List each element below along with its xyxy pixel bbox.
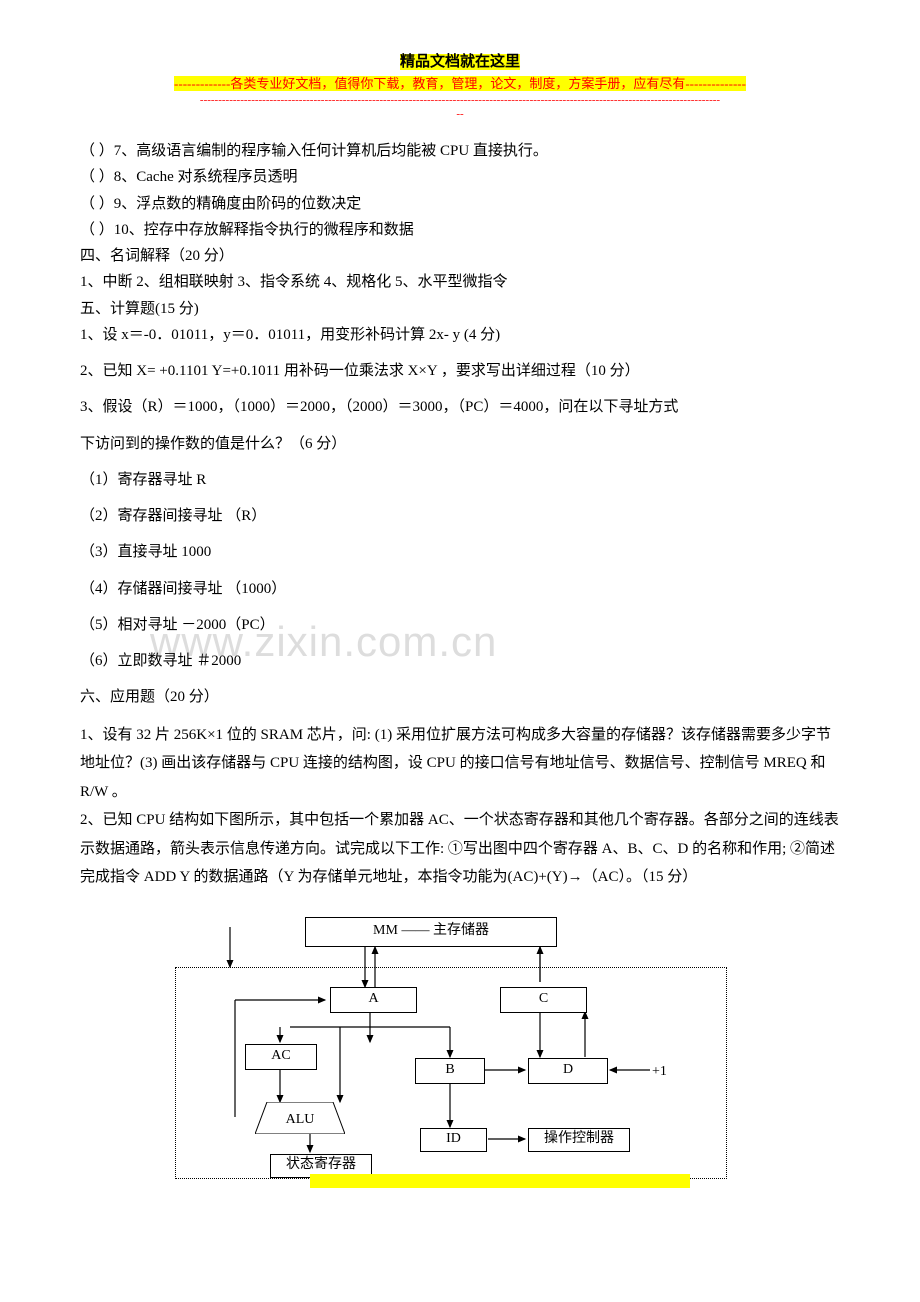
alu-label: ALU	[255, 1108, 345, 1133]
cpu-diagram: MM —— 主存储器 A C AC B D ALU ID 操作控制器 状态寄存器…	[80, 912, 840, 1182]
addr4: （4）存储器间接寻址 （1000）	[80, 576, 840, 602]
q7: （ ）7、高级语言编制的程序输入任何计算机后均能被 CPU 直接执行。	[80, 138, 840, 164]
q5-3b: 下访问到的操作数的值是什么？（6 分）	[80, 431, 840, 457]
box-b: B	[415, 1058, 485, 1084]
box-c: C	[500, 987, 587, 1013]
box-ac: AC	[245, 1044, 317, 1070]
header-title-text: 精品文档就在这里	[400, 54, 520, 70]
content: （ ）7、高级语言编制的程序输入任何计算机后均能被 CPU 直接执行。 （ ）8…	[80, 138, 840, 1182]
header-subtitle: -------------各类专业好文档，值得你下载，教育，管理，论文，制度，方…	[80, 73, 840, 92]
box-d: D	[528, 1058, 608, 1084]
box-ctrl: 操作控制器	[528, 1128, 630, 1152]
addr3: （3）直接寻址 1000	[80, 539, 840, 565]
header-title: 精品文档就在这里	[80, 50, 840, 71]
q6-2: 2、已知 CPU 结构如下图所示，其中包括一个累加器 AC、一个状态寄存器和其他…	[80, 806, 840, 892]
section4-items: 1、中断 2、组相联映射 3、指令系统 4、规格化 5、水平型微指令	[80, 269, 840, 295]
sub-suffix: --------------	[685, 76, 746, 91]
dashes-2: --	[80, 108, 840, 120]
sub-text: 各类专业好文档，值得你下载，教育，管理，论文，制度，方案手册，应有尽有	[230, 76, 685, 91]
q5-2: 2、已知 X= +0.1101 Y=+0.1011 用补码一位乘法求 X×Y ，…	[80, 358, 840, 384]
q10: （ ）10、控存中存放解释指令执行的微程序和数据	[80, 217, 840, 243]
q9: （ ）9、浮点数的精确度由阶码的位数决定	[80, 191, 840, 217]
box-id: ID	[420, 1128, 487, 1152]
addr5: （5）相对寻址 －2000（PC）	[80, 612, 840, 638]
document-page: 精品文档就在这里 -------------各类专业好文档，值得你下载，教育，管…	[0, 0, 920, 1212]
q5-3: 3、假设（R）＝1000，（1000）＝2000，（2000）＝3000，（PC…	[80, 394, 840, 420]
section5-title: 五、计算题(15 分)	[80, 296, 840, 322]
section6-title: 六、应用题（20 分）	[80, 684, 840, 710]
section4-title: 四、名词解释（20 分）	[80, 243, 840, 269]
q5-1: 1、设 x＝-0．01011，y＝0．01011，用变形补码计算 2x- y (…	[80, 322, 840, 348]
plus-one: +1	[652, 1060, 667, 1085]
addr2: （2）寄存器间接寻址 （R）	[80, 503, 840, 529]
addr6: （6）立即数寻址 ＃2000	[80, 648, 840, 674]
dashes-1: ----------------------------------------…	[80, 94, 840, 107]
yellow-footer-strip	[310, 1174, 690, 1188]
addr1: （1）寄存器寻址 R	[80, 467, 840, 493]
q8: （ ）8、Cache 对系统程序员透明	[80, 164, 840, 190]
sub-prefix: -------------	[174, 76, 230, 91]
mm-box: MM —— 主存储器	[305, 917, 557, 947]
q6-1: 1、设有 32 片 256K×1 位的 SRAM 芯片，问: (1) 采用位扩展…	[80, 721, 840, 807]
box-a: A	[330, 987, 417, 1013]
content-wrapper: www.zixin.com.cn （ ）7、高级语言编制的程序输入任何计算机后均…	[80, 138, 840, 1182]
box-alu: ALU	[255, 1102, 345, 1134]
